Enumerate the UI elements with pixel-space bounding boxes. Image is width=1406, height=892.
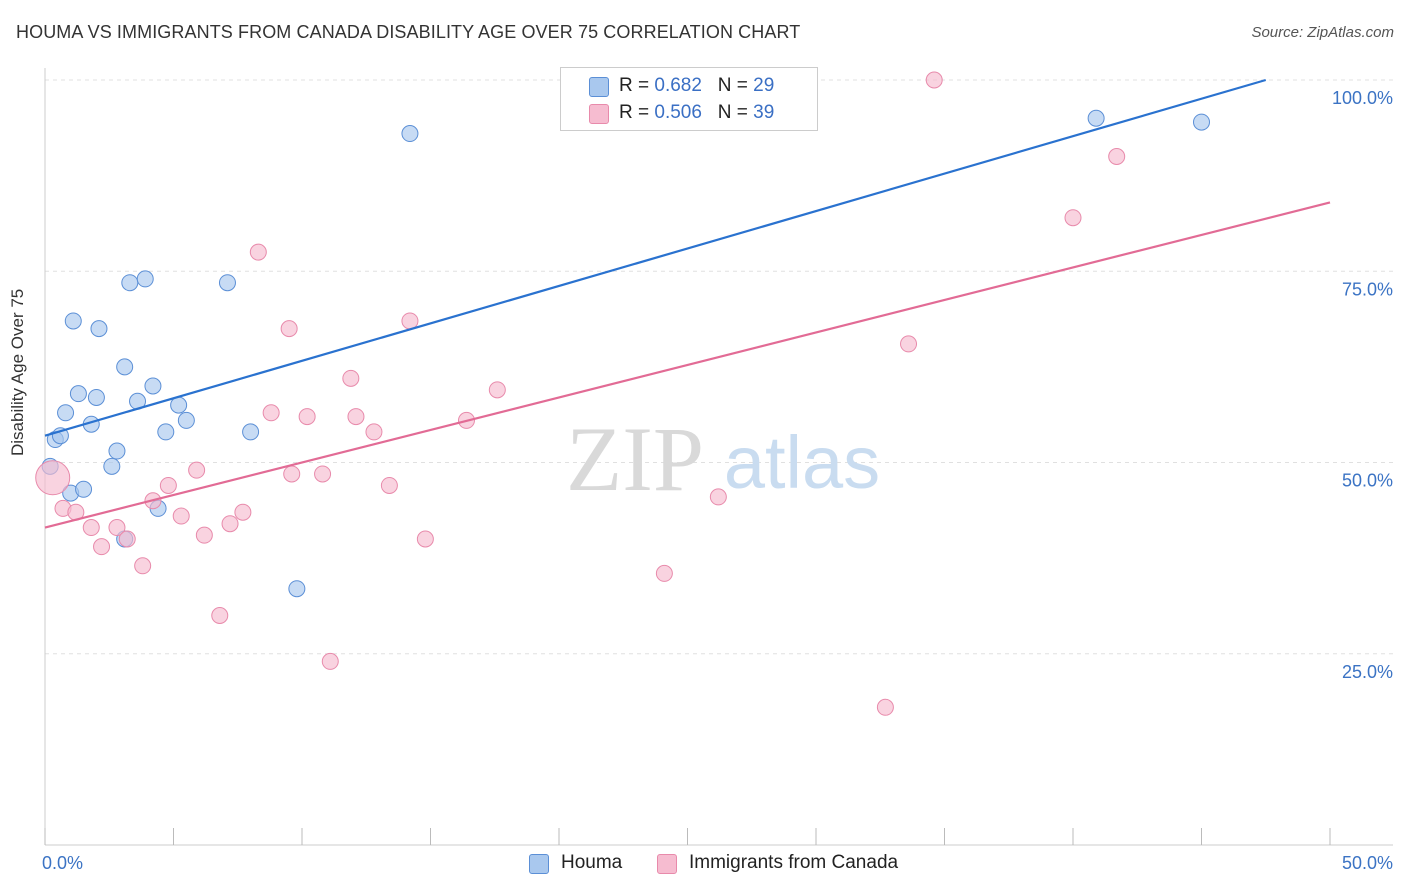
- canada-point: [925, 71, 943, 89]
- canada-point: [314, 465, 332, 483]
- houma-trend-line: [44, 78, 1267, 437]
- houma-n-value: 29: [753, 75, 775, 96]
- canada-point: [172, 507, 190, 525]
- grid-layer: [45, 79, 1393, 655]
- canada-point: [280, 320, 298, 338]
- canada-point: [342, 369, 360, 387]
- houma-swatch: [589, 77, 609, 97]
- houma-point: [144, 377, 162, 395]
- canada-point: [321, 652, 339, 670]
- houma-point: [401, 125, 419, 143]
- points-layer: [35, 71, 1210, 716]
- chart-title: HOUMA VS IMMIGRANTS FROM CANADA DISABILI…: [16, 22, 801, 42]
- houma-point: [75, 480, 93, 498]
- canada-point: [118, 530, 136, 548]
- houma-point: [1193, 113, 1210, 131]
- y-tick-label: 25.0%: [1342, 662, 1393, 682]
- houma-point: [136, 270, 154, 288]
- canada-point: [82, 519, 100, 537]
- canada-point: [283, 465, 301, 483]
- canada-point: [1064, 209, 1082, 227]
- watermark: ZIP atlas: [566, 408, 880, 510]
- x-tick-label-end: 50.0%: [1342, 853, 1393, 873]
- houma-point: [177, 411, 195, 429]
- canada-point: [262, 404, 280, 422]
- canada-point: [234, 503, 252, 521]
- legend-canada-swatch: [657, 854, 677, 874]
- y-tick-label: 75.0%: [1342, 279, 1393, 299]
- canada-point: [709, 488, 727, 506]
- canada-trend-line: [44, 201, 1331, 529]
- canada-point: [298, 408, 316, 426]
- houma-point: [1087, 109, 1105, 127]
- houma-point: [121, 274, 139, 292]
- canada-r-value: 0.506: [654, 102, 702, 123]
- canada-point: [347, 408, 365, 426]
- y-tick-label: 100.0%: [1332, 88, 1393, 108]
- canada-r-label: R =: [619, 102, 650, 123]
- canada-point: [35, 460, 71, 496]
- houma-point: [242, 423, 260, 441]
- source-credit: Source: ZipAtlas.com: [1251, 24, 1394, 41]
- canada-point: [655, 564, 673, 582]
- canada-point: [211, 607, 229, 624]
- canada-point: [416, 530, 434, 548]
- canada-stats: R = 0.506 N = 39: [619, 101, 774, 125]
- canada-point: [188, 461, 206, 479]
- watermark-atlas: atlas: [724, 421, 880, 504]
- y-tick-label: 50.0%: [1342, 471, 1393, 491]
- canada-point: [1108, 148, 1126, 165]
- stats-legend: R = 0.682 N = 29 R = 0.506 N = 39: [560, 67, 818, 131]
- canada-point: [401, 312, 419, 330]
- houma-r-value: 0.682: [654, 75, 702, 96]
- houma-point: [64, 312, 82, 330]
- canada-point: [380, 476, 398, 494]
- houma-point: [90, 320, 108, 338]
- canada-point: [195, 526, 213, 544]
- houma-point: [103, 457, 121, 475]
- houma-point: [108, 442, 126, 460]
- axis-layer: 25.0% 50.0% 75.0% 100.0% 0.0% 50.0%: [42, 68, 1393, 873]
- legend-houma-swatch: [529, 854, 549, 874]
- houma-n-label: N =: [717, 75, 748, 96]
- canada-point: [249, 243, 267, 261]
- canada-n-value: 39: [753, 102, 775, 123]
- houma-point: [218, 274, 236, 292]
- houma-r-label: R =: [619, 75, 650, 96]
- houma-point: [69, 385, 87, 403]
- houma-point: [288, 580, 306, 598]
- canada-point: [900, 335, 918, 353]
- canada-point: [488, 381, 506, 399]
- canada-point: [108, 519, 126, 537]
- houma-point: [87, 388, 105, 406]
- canada-point: [93, 538, 111, 556]
- canada-point: [221, 515, 239, 533]
- canada-point: [876, 698, 894, 716]
- legend-houma-label: Houma: [561, 852, 623, 873]
- houma-point: [57, 404, 75, 422]
- y-axis-label: Disability Age Over 75: [8, 288, 27, 456]
- canada-point: [134, 557, 152, 575]
- canada-point: [159, 476, 177, 494]
- trend-layer: [44, 78, 1331, 529]
- legend-canada-label: Immigrants from Canada: [689, 852, 899, 873]
- watermark-zip: ZIP: [566, 408, 704, 510]
- canada-n-label: N =: [717, 102, 748, 123]
- houma-stats: R = 0.682 N = 29: [619, 74, 774, 98]
- canada-point: [365, 423, 383, 441]
- canada-swatch: [589, 104, 609, 124]
- x-tick-label-start: 0.0%: [42, 853, 83, 873]
- houma-point: [157, 423, 175, 441]
- houma-point: [116, 358, 134, 376]
